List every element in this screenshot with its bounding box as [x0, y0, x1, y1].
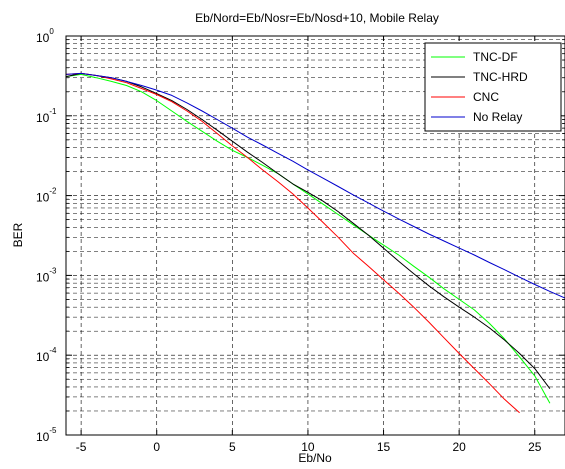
y-tick-label: 10-5	[36, 426, 57, 444]
legend-label: CNC	[473, 90, 499, 104]
x-tick-label: 5	[229, 440, 236, 454]
chart-title: Eb/Nord=Eb/Nosr=Eb/Nosd+10, Mobile Relay	[195, 11, 439, 25]
legend-label: No Relay	[473, 110, 522, 124]
series-line-tnc-df	[65, 73, 551, 404]
series-line-no-relay	[65, 72, 565, 299]
y-tick-label: 10-4	[36, 346, 57, 364]
legend-label: TNC-DF	[473, 50, 518, 64]
y-tick-label: 10-3	[36, 266, 57, 284]
legend: TNC-DF TNC-HRD CNC No Relay	[424, 42, 562, 132]
y-tick-label: 100	[36, 27, 54, 45]
x-axis-label: Eb/No	[298, 451, 332, 465]
x-axis: -5 0 5 10 15 20 25	[76, 36, 542, 454]
legend-box	[424, 42, 562, 132]
x-tick-label: 0	[153, 440, 160, 454]
x-tick-label: 20	[452, 440, 466, 454]
y-tick-label: 10-1	[36, 107, 57, 125]
series-line-tnc-hrd	[65, 72, 551, 390]
series-group	[65, 72, 565, 414]
y-tick-label: 10-2	[36, 187, 57, 205]
x-tick-label: 25	[528, 440, 542, 454]
x-tick-label: -5	[76, 440, 87, 454]
y-axis-label: BER	[11, 222, 25, 247]
series-line-cnc	[65, 72, 520, 414]
plot-frame	[65, 35, 565, 436]
x-tick-label: 10	[301, 440, 315, 454]
y-axis: 10-5 10-4 10-3 10-2 10-1 100	[36, 27, 565, 444]
legend-label: TNC-HRD	[473, 70, 528, 84]
x-tick-label: 15	[377, 440, 391, 454]
